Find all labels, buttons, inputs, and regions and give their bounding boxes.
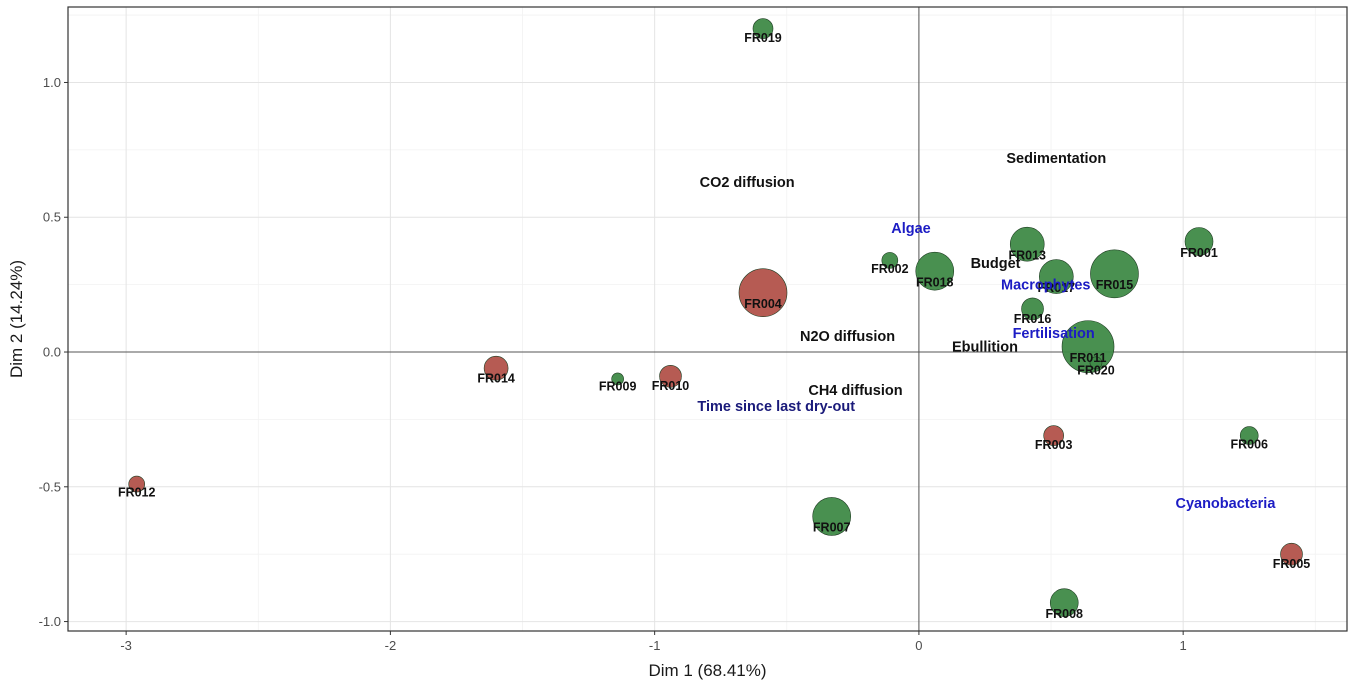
point-label-fr013: FR013	[1008, 249, 1046, 263]
data-points	[128, 18, 1303, 617]
point-fr010	[659, 364, 682, 388]
point-label-fr004: FR004	[744, 297, 782, 311]
point-fr005	[1280, 542, 1303, 566]
y-tick-label: -1.0	[39, 614, 61, 629]
variable-label-algae: Algae	[891, 221, 931, 237]
point-fr007	[812, 497, 852, 536]
point-label-fr012: FR012	[118, 486, 156, 500]
point-label-fr019: FR019	[744, 31, 782, 45]
grid	[68, 7, 1347, 631]
variable-label-cyanobacteria: Cyanobacteria	[1175, 496, 1276, 512]
point-fr019	[752, 18, 774, 39]
point-fr003	[1043, 425, 1064, 446]
point-fr009	[611, 372, 624, 386]
y-tick-label: -0.5	[39, 479, 61, 494]
point-label-fr018: FR018	[916, 275, 954, 289]
point-fr001	[1184, 227, 1214, 256]
point-fr006	[1239, 426, 1259, 445]
variable-label-macrophytes: Macrophytes	[1001, 278, 1090, 294]
axes: -3 -2 -1 0 1 1.0 0.5 0.0 -0.5 -1.0	[39, 7, 1347, 653]
point-label-fr003: FR003	[1035, 438, 1073, 452]
point-label-fr001: FR001	[1180, 246, 1218, 260]
panel-border	[67, 6, 1348, 632]
variable-labels: Sedimentation CO2 diffusion Algae Budget Mac…	[697, 151, 1276, 512]
point-fr017	[1039, 259, 1074, 294]
point-label-fr014: FR014	[477, 372, 515, 386]
point-label-fr007: FR007	[813, 521, 851, 535]
variable-label-time-since-last-dry-out: Time since last dry-out	[697, 399, 855, 415]
y-axis-title: Dim 2 (14.24%)	[7, 260, 26, 378]
variable-label-co2-diffusion: CO2 diffusion	[700, 175, 795, 191]
point-labels: FR001 FR002 FR003 FR004 FR005 FR006 FR007 FR008…	[118, 31, 1310, 621]
x-tick-label: -3	[120, 638, 132, 653]
variable-label-n2o-diffusion: N2O diffusion	[800, 329, 895, 345]
point-label-fr009: FR009	[599, 380, 637, 394]
point-label-fr008: FR008	[1045, 607, 1083, 621]
point-fr015	[1090, 249, 1139, 299]
point-fr008	[1049, 588, 1079, 617]
point-fr004	[738, 268, 788, 318]
x-tick-label: 1	[1180, 638, 1187, 653]
point-label-fr015: FR015	[1096, 278, 1134, 292]
point-fr013	[1009, 226, 1045, 262]
point-label-fr017: FR017	[1038, 281, 1076, 295]
x-tick-label: 0	[915, 638, 922, 653]
x-tick-label: -2	[385, 638, 397, 653]
point-fr012	[128, 475, 146, 493]
x-tick-label: -1	[649, 638, 661, 653]
y-tick-label: 0.5	[43, 210, 61, 225]
point-label-fr011: FR011	[1070, 351, 1107, 365]
point-fr018	[915, 251, 955, 291]
point-label-fr010: FR010	[652, 379, 690, 393]
point-label-fr006: FR006	[1230, 438, 1268, 452]
x-axis-title: Dim 1 (68.41%)	[648, 661, 766, 680]
point-label-fr020: FR020	[1077, 364, 1115, 378]
point-label-fr005: FR005	[1273, 557, 1311, 571]
variable-label-budget: Budget	[971, 256, 1021, 272]
point-fr020	[1089, 356, 1103, 370]
point-fr002	[881, 252, 899, 269]
y-tick-label: 0.0	[43, 345, 61, 360]
point-fr016	[1021, 297, 1044, 321]
y-tick-label: 1.0	[43, 75, 61, 90]
variable-label-fertilisation: Fertilisation	[1013, 326, 1095, 342]
point-fr014	[483, 355, 509, 381]
variable-label-sedimentation: Sedimentation	[1006, 151, 1106, 167]
variable-label-ch4-diffusion: CH4 diffusion	[808, 383, 902, 399]
variable-label-ebullition: Ebullition	[952, 340, 1018, 356]
point-label-fr002: FR002	[871, 262, 909, 276]
point-label-fr016: FR016	[1014, 312, 1052, 326]
